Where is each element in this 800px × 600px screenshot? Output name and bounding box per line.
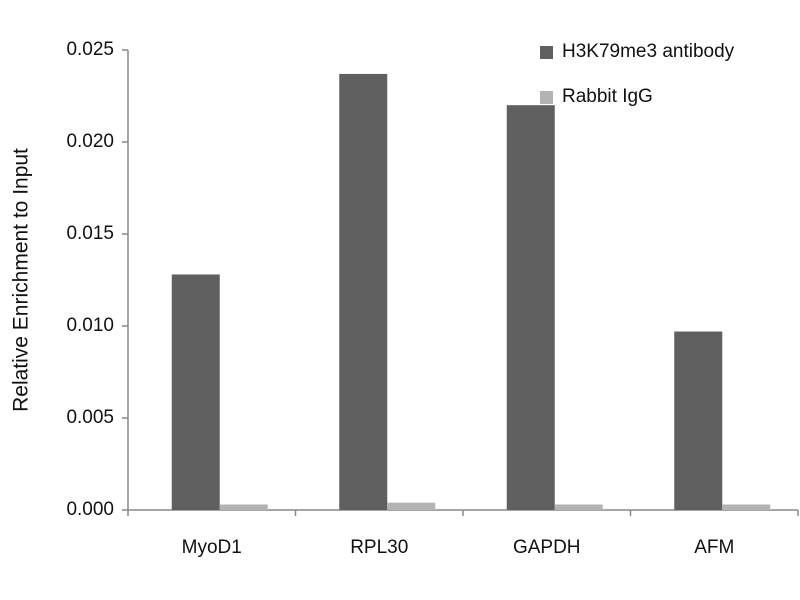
y-tick-label: 0.010 [66,315,114,336]
bar [506,105,555,510]
bar [554,504,603,510]
x-tick-label: GAPDH [513,537,581,558]
y-tick-label: 0.005 [66,407,114,428]
x-tick-label: AFM [694,537,734,558]
bar [339,73,388,511]
legend-swatch [540,46,553,59]
y-tick-label: 0.000 [66,499,114,520]
legend-label: Rabbit IgG [562,86,653,107]
bar [171,274,220,510]
y-tick-label: 0.025 [66,39,114,60]
x-tick-label: MyoD1 [182,537,242,558]
x-tick-label: RPL30 [350,537,408,558]
y-axis-label: Relative Enrichment to Input [10,148,33,412]
y-tick-label: 0.015 [66,223,114,244]
y-tick-label: 0.020 [66,131,114,152]
bar [722,504,771,510]
legend-label: H3K79me3 antibody [562,41,735,62]
bar [674,331,723,510]
legend-swatch [540,91,553,104]
bar [387,502,436,510]
bar [219,504,268,510]
